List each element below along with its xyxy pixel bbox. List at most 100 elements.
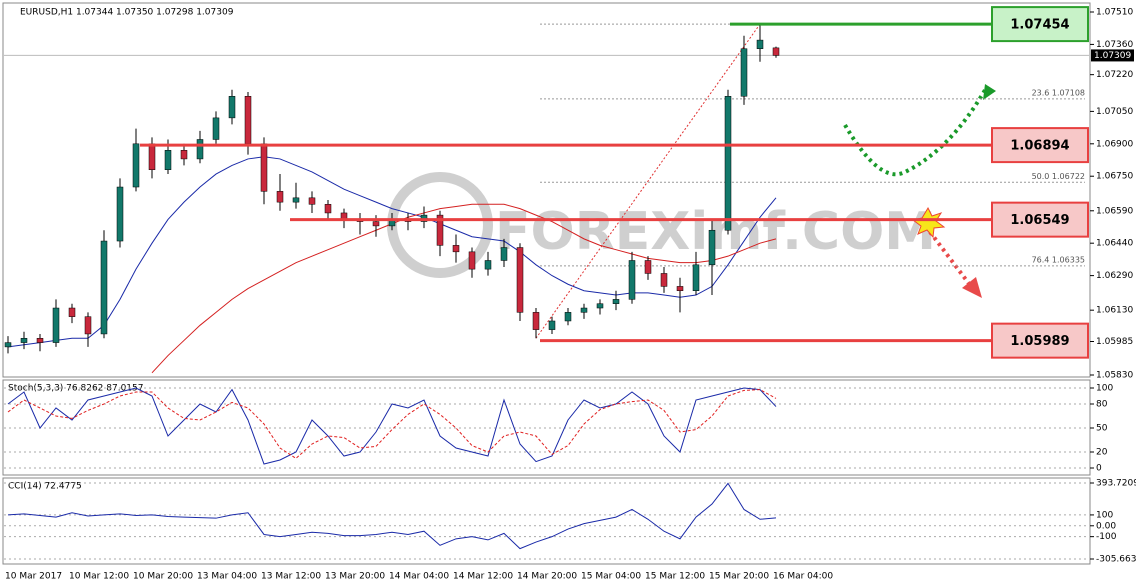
- y-tick-label: 1.07510: [1096, 8, 1133, 18]
- candle-body: [180, 150, 188, 160]
- x-tick-label: 13 Mar 12:00: [261, 572, 321, 582]
- y-tick-label: 1.05830: [1096, 371, 1133, 381]
- y-tick-label: 1.07360: [1096, 40, 1133, 50]
- candle-body: [164, 150, 172, 170]
- candle-body: [4, 342, 12, 348]
- x-tick-label: 15 Mar 04:00: [581, 572, 641, 582]
- level-box: [991, 322, 1089, 359]
- main-panel: [2, 2, 1091, 378]
- x-tick-label: 15 Mar 12:00: [645, 572, 705, 582]
- candle-body: [292, 197, 300, 203]
- fibo-label: 76.4 1.06335: [1032, 255, 1085, 264]
- candle-body: [516, 247, 524, 313]
- y-tick-label: 1.06750: [1096, 172, 1133, 182]
- y-tick-label: 50: [1096, 424, 1108, 434]
- moving-average: [7, 156, 777, 348]
- y-tick-label: -100: [1096, 532, 1117, 542]
- level-label: 1.05989: [1010, 334, 1069, 349]
- x-tick-label: 15 Mar 20:00: [709, 572, 769, 582]
- candle-body: [36, 338, 44, 343]
- cci-line: [7, 482, 777, 550]
- candle-body: [308, 197, 316, 205]
- candle-body: [116, 186, 124, 242]
- candle-body: [676, 286, 684, 291]
- y-tick-label: 0.00: [1096, 521, 1116, 531]
- level-box: [991, 6, 1089, 43]
- x-tick-label: 16 Mar 04:00: [773, 572, 833, 582]
- candle-body: [468, 251, 476, 270]
- y-tick-label: 0: [1096, 464, 1102, 474]
- y-tick-label: 1.06290: [1096, 271, 1133, 281]
- y-tick-label: 393.7209: [1096, 479, 1136, 489]
- candle-body: [500, 247, 508, 261]
- candle-body: [324, 204, 332, 214]
- candle-body: [628, 260, 636, 300]
- stoch-main: [7, 387, 777, 465]
- candle-body: [260, 143, 268, 192]
- y-tick-label: 1.06130: [1096, 306, 1133, 316]
- candle-body: [756, 39, 764, 49]
- price-box: [1091, 49, 1134, 62]
- candle-body: [548, 320, 556, 330]
- x-tick-label: 13 Mar 04:00: [197, 572, 257, 582]
- cci-title: CCI(14) 72.4775: [8, 482, 82, 492]
- y-tick-label: 1.06440: [1096, 239, 1133, 249]
- cci-panel: [2, 477, 1091, 565]
- fibo-label: 50.0 1.06722: [1032, 172, 1085, 181]
- price-label: 1.07309: [1094, 51, 1131, 61]
- level-label: 1.06549: [1010, 213, 1069, 228]
- y-tick-label: 1.05985: [1096, 337, 1133, 347]
- candle-body: [452, 245, 460, 253]
- x-tick-label: 10 Mar 20:00: [133, 572, 193, 582]
- candle-body: [772, 47, 780, 56]
- candle-body: [20, 338, 28, 343]
- candle-body: [532, 312, 540, 330]
- candle-body: [228, 96, 236, 119]
- candle-body: [148, 143, 156, 170]
- candle-body: [276, 191, 284, 203]
- candle-body: [52, 307, 60, 343]
- fibo-label: 23.6 1.07108: [1032, 88, 1085, 97]
- x-tick-label: 14 Mar 20:00: [517, 572, 577, 582]
- level-label: 1.06894: [1010, 139, 1069, 154]
- y-tick-label: 80: [1096, 400, 1108, 410]
- stoch-panel: [2, 379, 1091, 476]
- x-tick-label: 13 Mar 20:00: [325, 572, 385, 582]
- candle-body: [612, 299, 620, 304]
- candle-body: [740, 48, 748, 97]
- x-tick-label: 10 Mar 2017: [5, 572, 62, 582]
- level-box: [991, 201, 1089, 238]
- candle-body: [244, 96, 252, 145]
- y-tick-label: 100: [1096, 384, 1113, 394]
- candle-body: [564, 312, 572, 322]
- candle-body: [580, 307, 588, 313]
- y-tick-label: -305.6636: [1096, 555, 1136, 565]
- watermark-text: FOREXimf.COM: [495, 202, 936, 262]
- down-arrow-head: [962, 277, 982, 298]
- x-tick-label: 14 Mar 12:00: [453, 572, 513, 582]
- y-tick-label: 1.06900: [1096, 139, 1133, 149]
- candle-body: [68, 307, 76, 317]
- up-arrow: [843, 88, 987, 177]
- moving-average: [151, 203, 777, 374]
- candle-body: [484, 260, 492, 270]
- stoch-signal: [7, 389, 777, 460]
- candle-body: [100, 240, 108, 335]
- candle-body: [724, 96, 732, 231]
- candle-body: [436, 214, 444, 246]
- candle-body: [692, 264, 700, 291]
- candle-body: [596, 303, 604, 309]
- y-tick-label: 1.06590: [1096, 206, 1133, 216]
- candle-body: [196, 139, 204, 160]
- candle-body: [132, 143, 140, 188]
- y-tick-label: 1.07220: [1096, 70, 1133, 80]
- candle-body: [660, 273, 668, 287]
- level-box: [991, 127, 1089, 164]
- candle-body: [212, 117, 220, 140]
- candle-body: [84, 316, 92, 335]
- candle-body: [644, 260, 652, 274]
- y-tick-label: 100: [1096, 510, 1113, 520]
- y-tick-label: 1.07050: [1096, 107, 1133, 117]
- up-arrow-head: [983, 84, 996, 100]
